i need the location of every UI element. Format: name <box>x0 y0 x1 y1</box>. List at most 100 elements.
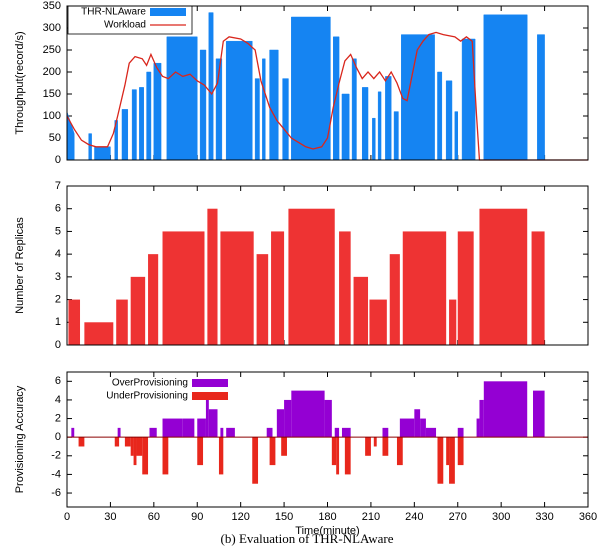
x-tick-label: 30 <box>104 511 116 523</box>
bar <box>226 427 235 438</box>
bar <box>449 299 457 345</box>
bar <box>182 418 195 438</box>
bar <box>136 437 143 456</box>
bar <box>446 437 450 466</box>
y-tick-label: 150 <box>43 88 61 100</box>
y-tick-label: 5 <box>55 225 61 237</box>
throughput-area <box>208 12 214 161</box>
x-tick-label: 180 <box>318 511 336 523</box>
bar <box>220 231 254 345</box>
plot-area <box>66 12 588 161</box>
bar <box>256 254 269 345</box>
bar <box>142 437 149 475</box>
bar <box>331 437 337 466</box>
bar <box>365 437 371 456</box>
throughput-area <box>291 16 331 161</box>
throughput-area <box>94 146 111 161</box>
bar <box>341 427 351 438</box>
x-tick-label: 240 <box>405 511 423 523</box>
plot-area <box>71 381 545 484</box>
bar <box>382 437 389 456</box>
bar <box>117 427 121 438</box>
throughput-area <box>377 91 382 161</box>
bar <box>339 231 351 345</box>
bar <box>389 254 400 345</box>
x-tick-label: 300 <box>492 511 510 523</box>
y-tick-label: 0 <box>55 339 61 351</box>
x-tick-label: 60 <box>148 511 160 523</box>
bar <box>531 231 545 345</box>
legend-label: THR-NLAware <box>81 7 146 18</box>
y-tick-label: 6 <box>55 375 61 387</box>
bar <box>276 409 285 438</box>
bar <box>218 437 224 475</box>
bar <box>220 427 224 438</box>
y-axis-label: Provisioning Accuracy <box>14 385 26 493</box>
bar <box>71 427 75 438</box>
y-tick-label: 4 <box>55 248 61 260</box>
bar <box>291 390 325 438</box>
bar <box>162 437 169 475</box>
bar <box>149 427 157 438</box>
legend-label: OverProvisioning <box>112 378 188 389</box>
bar <box>399 418 415 438</box>
throughput-area <box>372 117 376 161</box>
bar <box>284 399 292 438</box>
y-tick-label: 1 <box>55 316 61 328</box>
x-tick-label: 150 <box>275 511 293 523</box>
bar <box>402 231 447 345</box>
bar <box>483 381 528 438</box>
bar <box>266 427 273 438</box>
throughput-area <box>262 58 266 161</box>
bar <box>476 418 480 438</box>
legend-label: UnderProvisioning <box>106 391 188 402</box>
bar <box>130 437 134 456</box>
bar <box>205 399 209 438</box>
bar <box>396 437 403 466</box>
workload-line <box>66 31 588 161</box>
bar <box>114 437 120 447</box>
throughput-area <box>341 93 350 161</box>
throughput-area <box>254 78 260 161</box>
throughput-area <box>454 111 458 161</box>
x-tick-label: 330 <box>535 511 553 523</box>
plot-frame <box>66 371 589 508</box>
y-tick-label: -6 <box>51 487 61 499</box>
bar <box>162 231 205 345</box>
y-tick-label: 4 <box>55 394 61 406</box>
y-tick-label: 3 <box>55 271 61 283</box>
bar <box>373 437 377 447</box>
bar <box>288 208 335 345</box>
bar <box>324 399 332 438</box>
bar <box>148 254 159 345</box>
throughput-area <box>537 34 545 161</box>
bar <box>84 322 114 345</box>
throughput-area <box>333 36 340 161</box>
bar <box>353 276 369 345</box>
bar <box>207 208 218 345</box>
throughput-area <box>269 49 279 161</box>
bar <box>437 437 444 484</box>
throughput-area <box>121 109 129 161</box>
bar <box>197 437 204 466</box>
throughput-area <box>361 87 369 161</box>
legend-label: Workload <box>104 20 146 31</box>
bar <box>133 437 137 466</box>
bar <box>449 437 455 484</box>
throughput-area <box>139 87 144 161</box>
plot-frame <box>66 185 589 346</box>
bar <box>208 409 218 438</box>
y-tick-label: 100 <box>43 110 61 122</box>
bar <box>68 299 81 345</box>
bar <box>116 299 128 345</box>
x-tick-label: 120 <box>231 511 249 523</box>
throughput-area <box>483 14 528 161</box>
y-tick-label: -2 <box>51 450 61 462</box>
plot-area <box>68 208 545 345</box>
throughput-area <box>351 58 357 161</box>
bar <box>457 427 464 438</box>
legend-swatch <box>150 8 186 16</box>
throughput-area <box>385 76 392 161</box>
y-tick-label: 0 <box>55 154 61 166</box>
